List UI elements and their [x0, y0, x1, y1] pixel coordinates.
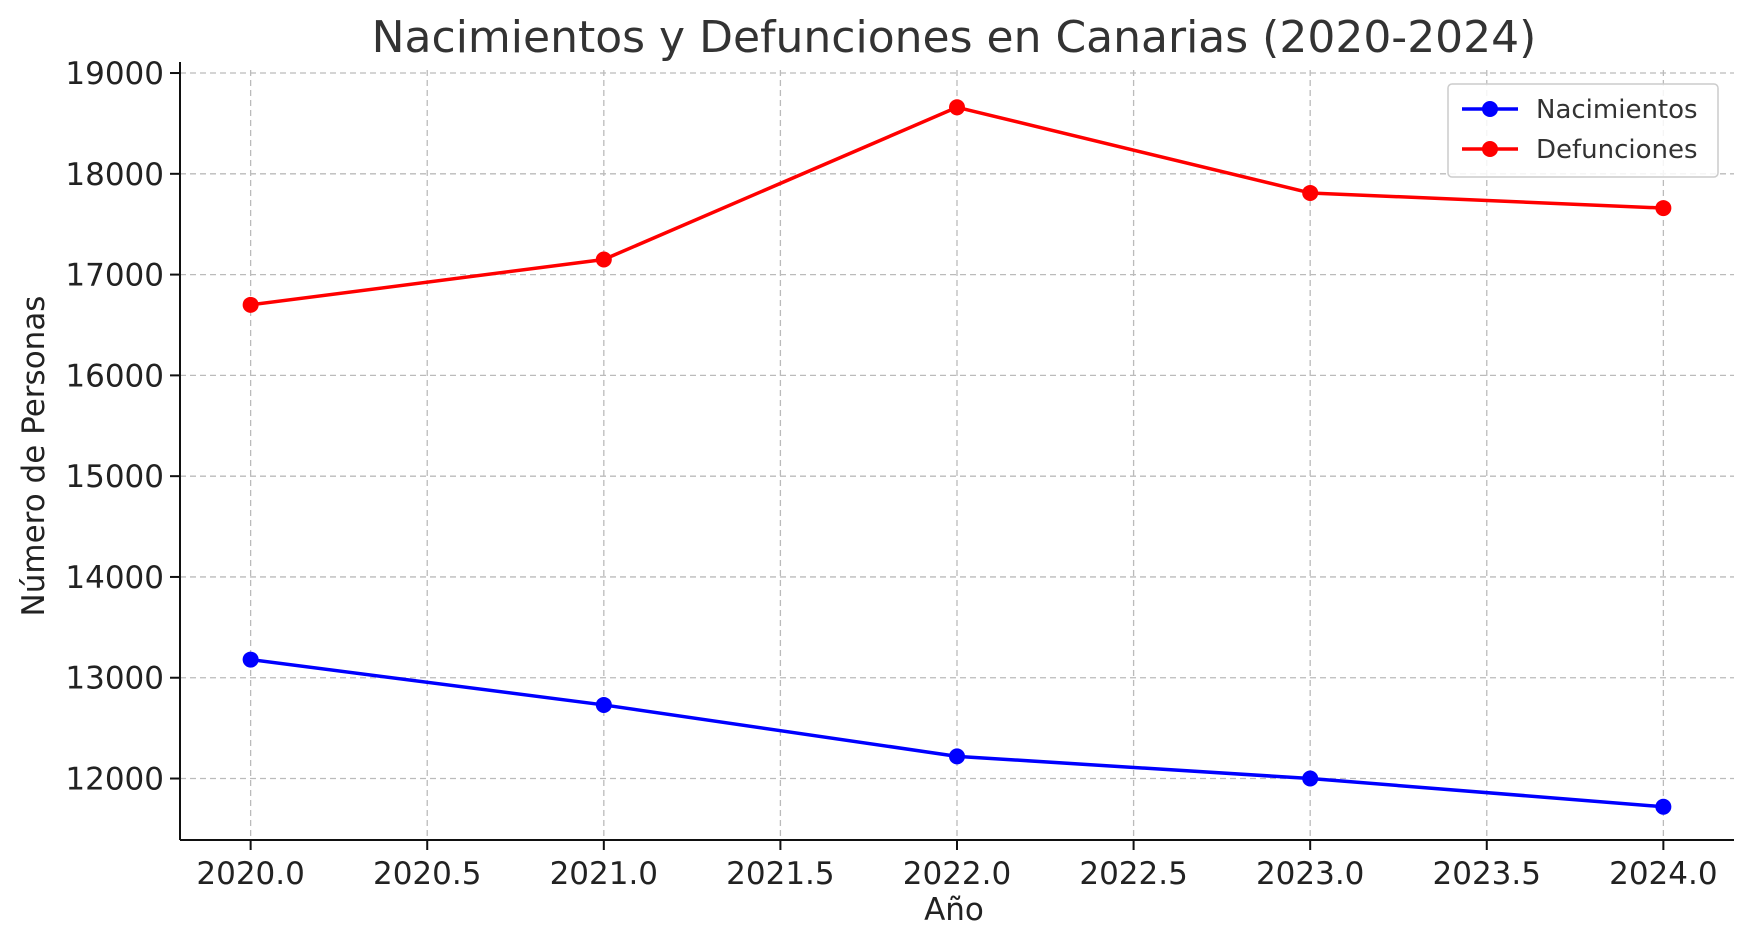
- y-tick-label: 16000: [65, 358, 164, 394]
- x-tick-label: 2023.5: [1433, 856, 1541, 892]
- legend-entry: Nacimientos: [1462, 95, 1698, 125]
- y-tick-label: 14000: [65, 560, 164, 596]
- y-tick-label: 12000: [65, 762, 164, 798]
- x-tick-label: 2021.0: [550, 856, 658, 892]
- legend-items: Nacimientos Defunciones: [1462, 95, 1698, 165]
- x-tick-label: 2023.0: [1256, 856, 1364, 892]
- y-tick-label: 19000: [65, 56, 164, 92]
- legend-marker-swatch: [1482, 101, 1498, 117]
- data-series: [242, 99, 1672, 815]
- data-point: [595, 251, 612, 268]
- grid-lines: [180, 70, 1734, 840]
- x-tick-label: 2021.5: [726, 856, 834, 892]
- data-point: [1302, 184, 1319, 201]
- data-point: [949, 99, 965, 116]
- data-point: [949, 748, 965, 765]
- y-axis-ticks: 12000 13000 14000 15000 16000 17000 18000 19000: [65, 56, 180, 798]
- series-defunciones: [242, 99, 1672, 313]
- y-tick-label: 17000: [65, 258, 164, 294]
- x-axis-ticks: 2020.0 2020.5 2021.0 2021.5 2022.0 2022.5 2023…: [196, 840, 1718, 892]
- legend-label: Defunciones: [1536, 135, 1698, 165]
- x-tick-label: 2024.0: [1609, 856, 1717, 892]
- legend: Nacimientos Defunciones: [1447, 83, 1719, 178]
- data-point: [1655, 200, 1672, 217]
- x-tick-label: 2020.0: [196, 856, 304, 892]
- data-point: [242, 296, 259, 313]
- data-point: [1302, 770, 1319, 787]
- y-tick-label: 15000: [65, 459, 164, 495]
- series-nacimientos: [242, 651, 1672, 815]
- x-tick-label: 2020.5: [373, 856, 481, 892]
- data-point: [242, 651, 259, 668]
- y-tick-label: 18000: [65, 157, 164, 193]
- data-point: [1655, 798, 1672, 815]
- legend-entry: Defunciones: [1462, 135, 1698, 165]
- data-point: [595, 696, 612, 713]
- x-axis-label: Año: [924, 892, 984, 928]
- y-axis-label: Número de Personas: [16, 296, 52, 617]
- chart-title: Nacimientos y Defunciones en Canarias (2…: [372, 12, 1537, 63]
- legend-label: Nacimientos: [1536, 95, 1698, 125]
- y-tick-label: 13000: [65, 661, 164, 697]
- legend-marker-swatch: [1482, 141, 1498, 157]
- x-tick-label: 2022.5: [1079, 856, 1187, 892]
- x-tick-label: 2022.0: [903, 856, 1011, 892]
